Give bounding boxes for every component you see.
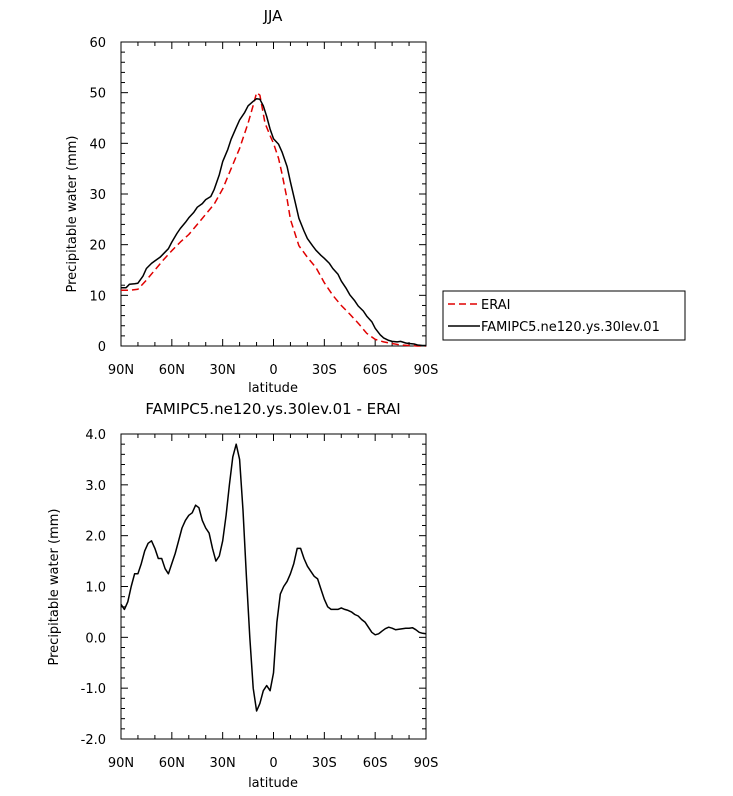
x-tick-label: 60N: [159, 756, 185, 771]
series-line-0-1: [121, 97, 426, 347]
bottom-chart-title: FAMIPC5.ne120.ys.30lev.01 - ERAI: [145, 400, 400, 418]
y-tick-label: 30: [89, 188, 106, 203]
y-tick-label: 0.0: [85, 631, 106, 646]
y-tick-label: 1.0: [85, 581, 106, 596]
bottom-chart-axes: 90N 60N 30N 0 30S 60S 90S -2.0 -1.0 0.0 1.0 2.0 3.0 4…: [81, 428, 439, 771]
series-line-0-0: [121, 91, 426, 347]
x-tick-label: 60S: [363, 363, 388, 378]
x-tick-label: 90N: [108, 756, 134, 771]
plot-frame: [120, 41, 427, 347]
top-chart-title: JJA: [263, 7, 284, 25]
y-tick-label: 60: [89, 36, 106, 51]
y-tick-label: 50: [89, 87, 106, 102]
x-tick-label: 30N: [210, 756, 236, 771]
bottom-chart: FAMIPC5.ne120.ys.30lev.01 - ERAI 90N 60N 3…: [47, 400, 438, 791]
x-tick-label: 0: [269, 363, 277, 378]
y-tick-label: -1.0: [81, 682, 106, 697]
top-chart-series: [121, 91, 426, 347]
x-tick-label: 30S: [312, 363, 337, 378]
y-tick-label: -2.0: [81, 733, 106, 748]
bottom-chart-ylabel: Precipitable water (mm): [47, 509, 62, 666]
x-tick-label: 90S: [414, 363, 439, 378]
y-tick-label: 3.0: [85, 479, 106, 494]
bottom-chart-xlabel: latitude: [248, 776, 298, 791]
legend-box: [442, 290, 686, 341]
y-tick-label: 20: [89, 239, 106, 254]
y-tick-label: 0: [98, 340, 106, 355]
y-tick-label: 10: [89, 289, 106, 304]
x-tick-label: 30N: [210, 363, 236, 378]
plot-frame: [120, 433, 427, 740]
legend-label-erai: ERAI: [481, 298, 510, 313]
y-tick-label: 40: [89, 137, 106, 152]
x-tick-label: 30S: [312, 756, 337, 771]
bottom-chart-series: [120, 443, 427, 712]
series-line-1-0: [120, 443, 427, 712]
x-tick-label: 60S: [363, 756, 388, 771]
top-chart-xlabel: latitude: [248, 381, 298, 396]
top-chart-ylabel: Precipitable water (mm): [65, 136, 80, 293]
top-chart: JJA 90N 60N 30N 0 30S 60S 90S 0 10 20 30 40 50 60 lat…: [65, 7, 686, 396]
y-tick-label: 2.0: [85, 530, 106, 545]
x-tick-label: 90N: [108, 363, 134, 378]
legend: ERAI FAMIPC5.ne120.ys.30lev.01: [442, 290, 686, 341]
legend-label-famipc5: FAMIPC5.ne120.ys.30lev.01: [481, 320, 660, 335]
x-tick-label: 90S: [414, 756, 439, 771]
top-chart-axes: 90N 60N 30N 0 30S 60S 90S 0 10 20 30 40 50 60: [89, 36, 438, 378]
x-tick-label: 0: [269, 756, 277, 771]
x-tick-label: 60N: [159, 363, 185, 378]
y-tick-label: 4.0: [85, 428, 106, 443]
